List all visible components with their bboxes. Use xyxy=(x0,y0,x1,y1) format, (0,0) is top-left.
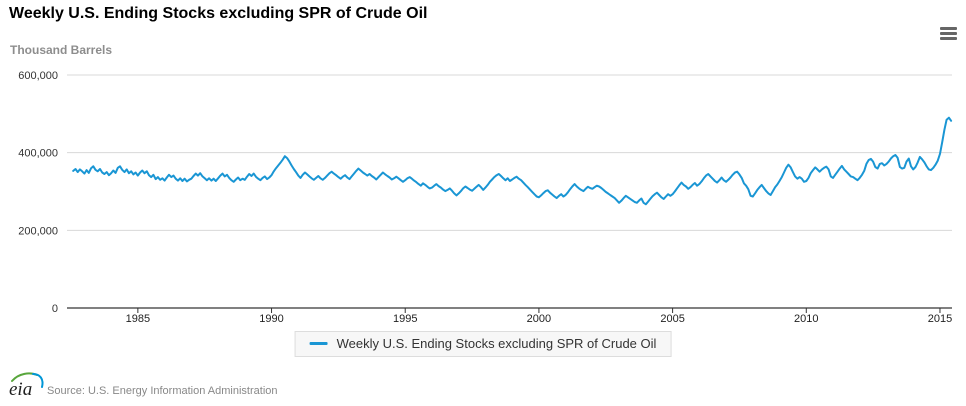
eia-logo-text: eia xyxy=(9,379,32,399)
y-tick-label: 600,000 xyxy=(18,70,58,82)
source-text: Source: U.S. Energy Information Administ… xyxy=(47,385,278,397)
legend-item[interactable]: Weekly U.S. Ending Stocks excluding SPR … xyxy=(294,331,672,357)
series-line xyxy=(72,116,953,206)
chart-plot-area: 0 200,000 400,000 600,000 1985 1990 1995 2000 20… xyxy=(18,70,953,325)
legend-label: Weekly U.S. Ending Stocks excluding SPR … xyxy=(336,336,657,351)
chart-context-menu-button[interactable] xyxy=(940,27,957,42)
y-axis-units-label: Thousand Barrels xyxy=(10,43,113,57)
x-tick-label: 1995 xyxy=(393,313,417,325)
x-tick-label: 2000 xyxy=(527,313,551,325)
x-tick-label: 2005 xyxy=(660,313,684,325)
y-tick-label: 200,000 xyxy=(18,225,58,237)
x-tick-label: 2010 xyxy=(794,313,818,325)
y-tick-label: 400,000 xyxy=(18,148,58,160)
eia-logo-blue-swoosh xyxy=(32,373,44,388)
eia-logo: eia xyxy=(9,372,44,399)
x-tick-label: 1990 xyxy=(259,313,283,325)
x-tick-label: 2015 xyxy=(928,313,952,325)
legend-line-swatch xyxy=(309,342,328,345)
y-tick-label: 0 xyxy=(52,303,58,315)
x-tick-label: 1985 xyxy=(126,313,150,325)
chart-title: Weekly U.S. Ending Stocks excluding SPR … xyxy=(9,5,428,22)
hamburger-menu-icon xyxy=(940,27,957,40)
